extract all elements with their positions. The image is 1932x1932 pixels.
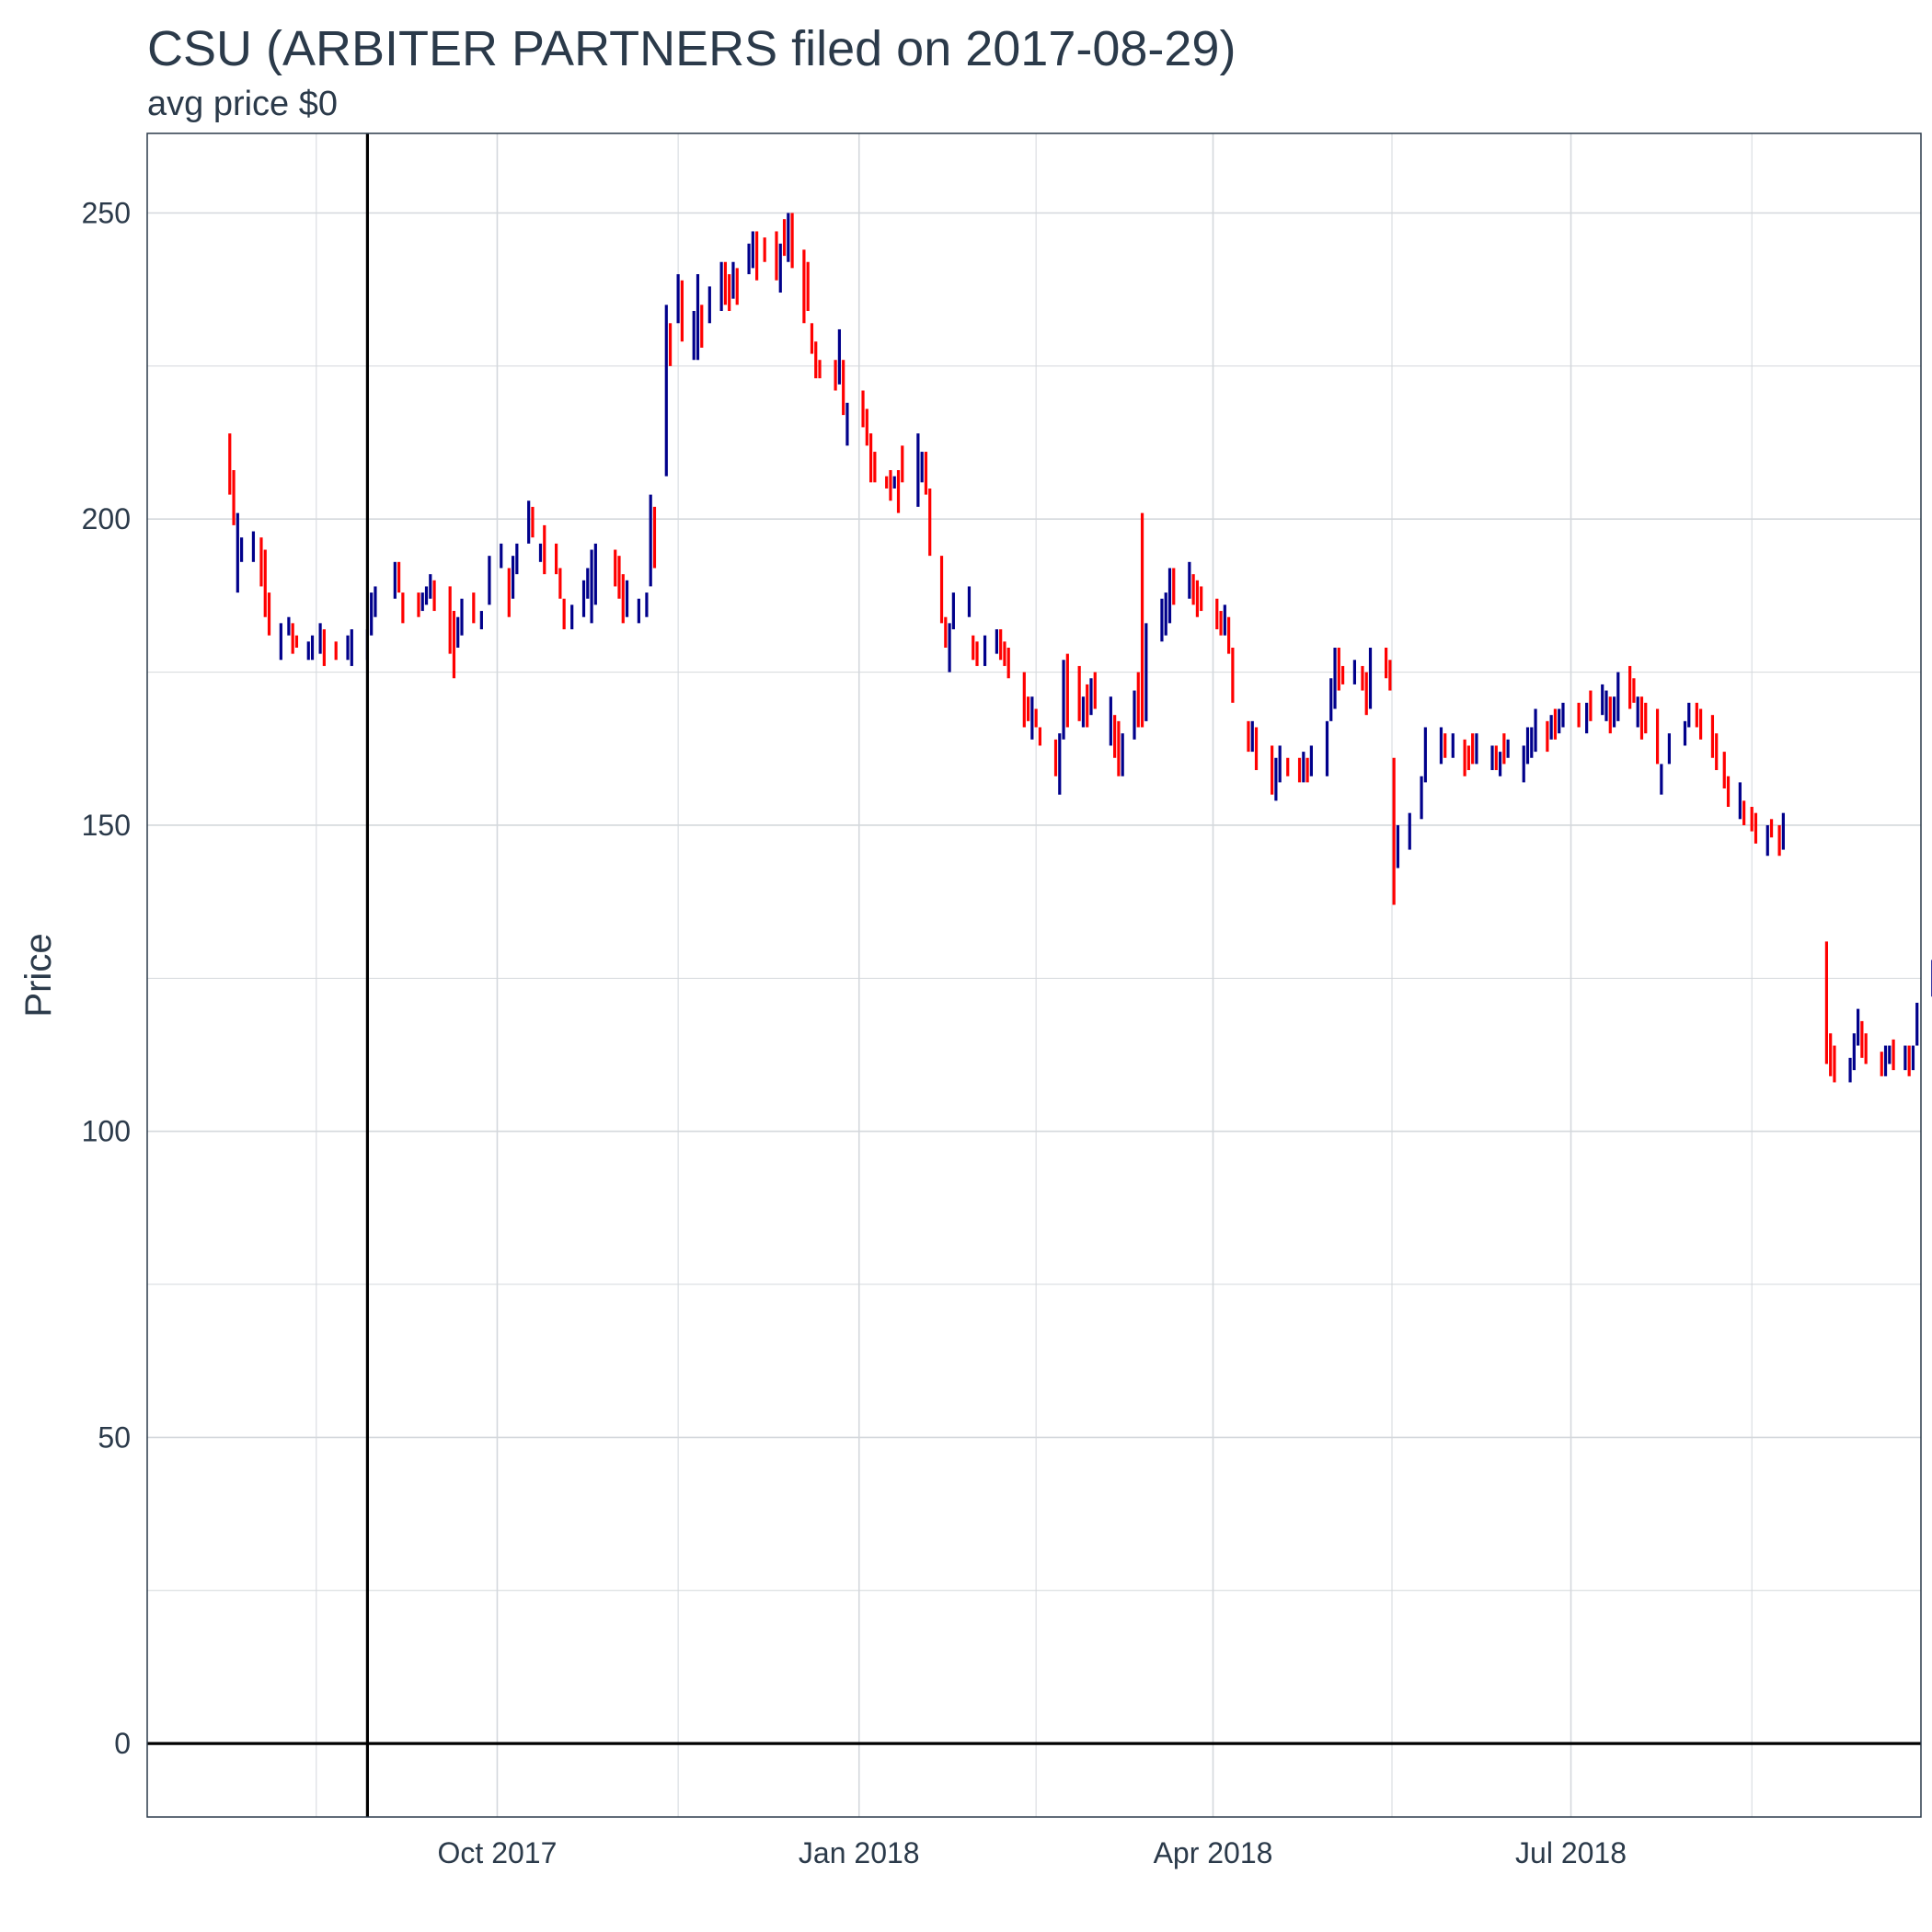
chart-title: CSU (ARBITER PARTNERS filed on 2017-08-2… (147, 21, 1236, 76)
x-axis-ticks: Oct 2017 Jan 2018 Apr 2018 Jul 2018 (438, 1836, 1627, 1869)
y-tick-label: 200 (82, 502, 131, 535)
y-tick-label: 150 (82, 809, 131, 842)
x-tick-label: Apr 2018 (1154, 1836, 1273, 1869)
y-axis-title: Price (18, 933, 59, 1017)
y-axis-ticks: 0 50 100 150 200 250 (82, 197, 131, 1761)
grid-lines (147, 133, 1921, 1817)
y-tick-label: 100 (82, 1115, 131, 1148)
x-tick-label: Jan 2018 (799, 1836, 920, 1869)
x-tick-label: Jul 2018 (1515, 1836, 1627, 1869)
chart-subtitle: avg price $0 (147, 85, 339, 123)
x-tick-label: Oct 2017 (438, 1836, 558, 1869)
price-bars (228, 213, 1932, 1083)
panel-border (146, 132, 1922, 1818)
reference-lines (147, 133, 1921, 1817)
y-tick-label: 50 (98, 1420, 131, 1454)
y-tick-label: 0 (114, 1727, 131, 1760)
y-tick-label: 250 (82, 197, 131, 230)
